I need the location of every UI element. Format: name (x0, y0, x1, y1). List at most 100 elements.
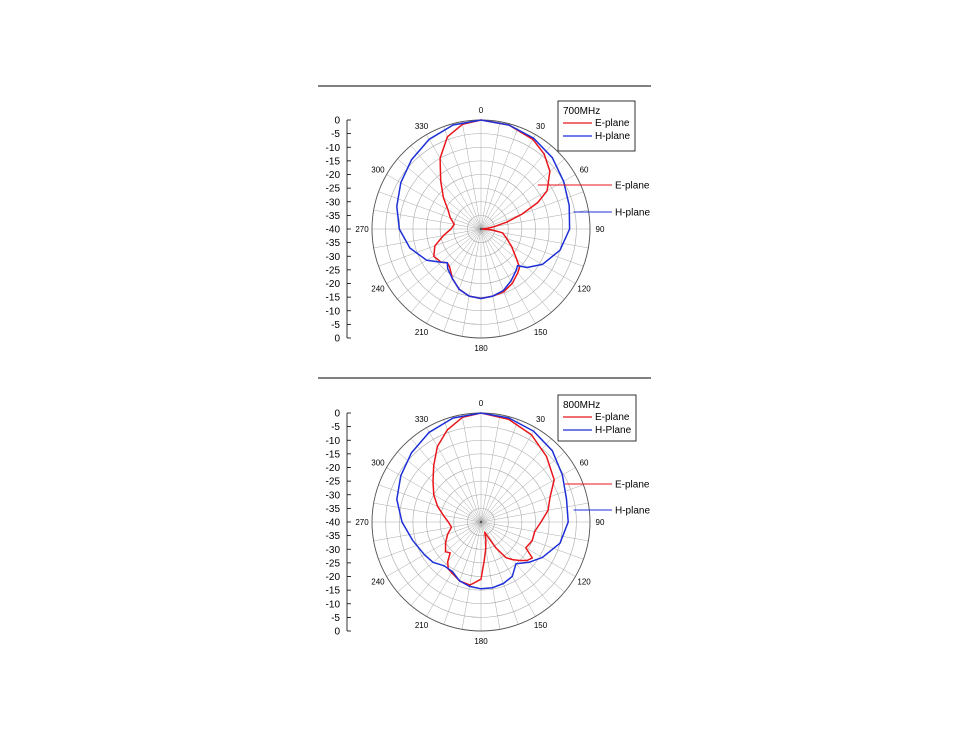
grid-spoke (461, 521, 482, 630)
angle-label: 30 (536, 122, 545, 131)
angle-label: 330 (415, 415, 429, 424)
grid-spoke (378, 521, 482, 560)
center-dot (479, 227, 483, 231)
callout-label: H-plane (615, 208, 650, 219)
grid-spoke (443, 419, 482, 523)
db-scale-label: -25 (326, 477, 341, 488)
angle-label: 270 (355, 518, 369, 527)
db-scale-label: -30 (326, 545, 341, 556)
angle-label: 120 (577, 285, 591, 294)
grid-spoke (378, 228, 482, 267)
legend-box (557, 100, 636, 152)
grid-spoke (480, 174, 576, 230)
grid-spoke (397, 228, 482, 300)
grid-spoke (397, 158, 482, 230)
db-scale-label: 0 (334, 334, 340, 345)
grid-spoke (480, 134, 536, 230)
grid-spoke (426, 521, 482, 617)
angle-label: 300 (371, 166, 385, 175)
angle-label: 240 (371, 578, 385, 587)
angle-label: 120 (577, 578, 591, 587)
grid-spoke (443, 228, 482, 332)
legend-title: 700MHz (563, 106, 600, 117)
grid-spoke (386, 521, 482, 577)
db-scale-label: -30 (326, 252, 341, 263)
grid-spoke (410, 438, 482, 523)
grid-spoke (480, 228, 565, 300)
callout-label: E-plane (615, 480, 650, 491)
db-scale-label: -10 (326, 306, 341, 317)
polar-chart-1: 0 30 60 90 120 150 180 210 240 270 300 330 0 -5 -10 -15… (318, 85, 651, 353)
grid-spoke (480, 228, 536, 324)
grid-spoke (426, 228, 482, 324)
grid-spoke (426, 134, 482, 230)
grid-spoke (480, 521, 536, 617)
grid-spoke (480, 521, 501, 630)
angle-label: 0 (479, 399, 484, 408)
db-scale-label: -15 (326, 586, 341, 597)
grid-spoke (373, 521, 482, 542)
db-scale-label: -35 (326, 504, 341, 515)
db-scale-label: -20 (326, 170, 341, 181)
grid-spoke (373, 502, 482, 523)
db-scale-label: -5 (331, 320, 340, 331)
angle-label: 270 (355, 225, 369, 234)
grid-spoke (480, 126, 519, 230)
grid-spoke (480, 209, 589, 230)
grid-spoke (461, 121, 482, 230)
angle-label: 180 (474, 344, 488, 353)
db-scale-label: -35 (326, 211, 341, 222)
grid-spoke (378, 484, 482, 523)
angle-label: 60 (580, 166, 589, 175)
db-scale-label: -20 (326, 463, 341, 474)
legend-entry: E-plane (595, 118, 630, 129)
grid-spoke (480, 438, 552, 523)
db-scale-label: -35 (326, 531, 341, 542)
grid-spoke (410, 145, 482, 230)
grid-spoke (480, 228, 519, 332)
db-scale-label: -5 (331, 422, 340, 433)
db-scale-label: -25 (326, 184, 341, 195)
db-scale-label: -40 (326, 225, 341, 236)
grid-spoke (480, 228, 584, 267)
polar-chart-2: 0 30 60 90 120 150 180 210 240 270 300 330 0 -5 -10 -15… (318, 377, 651, 646)
angle-label: 90 (596, 518, 605, 527)
grid-spoke (480, 521, 576, 577)
grid-spoke (373, 228, 482, 249)
grid-spoke (480, 414, 501, 523)
angle-label: 0 (479, 106, 484, 115)
legend-entry: H-Plane (595, 425, 632, 436)
grid-spoke (480, 419, 519, 523)
angle-label: 240 (371, 285, 385, 294)
grid-spoke (480, 145, 552, 230)
grid-spoke (480, 467, 576, 523)
db-scale-label: -10 (326, 599, 341, 610)
angle-label: 150 (534, 328, 548, 337)
db-scale-label: 0 (334, 116, 340, 127)
grid-spoke (426, 427, 482, 523)
grid-spoke (410, 521, 482, 606)
grid-spoke (480, 484, 584, 523)
e-plane-curve (432, 412, 555, 586)
grid-spoke (443, 521, 482, 625)
db-scale-label: -20 (326, 279, 341, 290)
angle-label: 90 (596, 225, 605, 234)
grid-spoke (480, 427, 536, 523)
db-scale-label: -35 (326, 238, 341, 249)
legend-title: 800MHz (563, 400, 600, 411)
grid-spoke (386, 174, 482, 230)
db-scale-label: -5 (331, 613, 340, 624)
db-scale-label: -40 (326, 518, 341, 529)
legend-entry: E-plane (595, 412, 630, 423)
center-dot (479, 520, 483, 524)
grid-spoke (480, 191, 584, 230)
grid-spoke (373, 209, 482, 230)
legend-box (557, 394, 637, 442)
grid-spoke (397, 521, 482, 593)
grid-spoke (480, 502, 589, 523)
db-scale-label: -20 (326, 572, 341, 583)
callout-label: E-plane (615, 181, 650, 192)
grid-spoke (397, 451, 482, 523)
grid-spoke (461, 228, 482, 337)
db-scale-label: -5 (331, 129, 340, 140)
